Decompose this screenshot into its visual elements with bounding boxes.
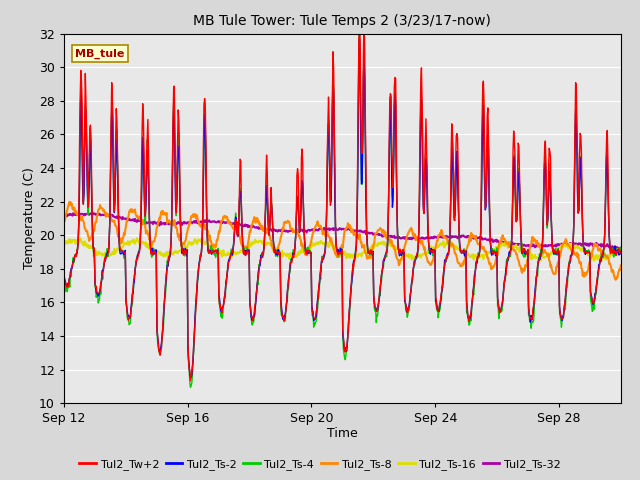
Tul2_Tw+2: [264, 169, 271, 175]
Tul2_Ts-4: [356, 29, 364, 35]
Tul2_Ts-4: [187, 384, 195, 390]
Tul2_Ts-16: [264, 240, 271, 245]
Tul2_Ts-32: [80, 213, 88, 218]
Tul2_Ts-2: [192, 302, 200, 308]
Y-axis label: Temperature (C): Temperature (C): [23, 168, 36, 269]
Tul2_Ts-2: [356, 36, 364, 42]
Tul2_Ts-32: [293, 227, 301, 232]
Text: MB_tule: MB_tule: [75, 48, 125, 59]
Tul2_Ts-32: [90, 210, 97, 216]
Tul2_Ts-16: [133, 235, 141, 241]
Line: Tul2_Ts-16: Tul2_Ts-16: [64, 238, 621, 261]
Tul2_Tw+2: [192, 306, 200, 312]
Tul2_Tw+2: [377, 278, 385, 284]
Tul2_Ts-8: [66, 199, 74, 205]
Tul2_Ts-2: [617, 251, 625, 256]
Tul2_Ts-32: [376, 232, 384, 238]
Tul2_Ts-8: [192, 214, 200, 219]
Tul2_Ts-16: [617, 248, 625, 253]
Tul2_Ts-2: [511, 180, 519, 186]
Tul2_Ts-32: [617, 245, 625, 251]
Tul2_Tw+2: [360, 14, 368, 20]
Legend: Tul2_Tw+2, Tul2_Ts-2, Tul2_Ts-4, Tul2_Ts-8, Tul2_Ts-16, Tul2_Ts-32: Tul2_Tw+2, Tul2_Ts-2, Tul2_Ts-4, Tul2_Ts…: [75, 455, 565, 474]
Tul2_Ts-8: [293, 230, 301, 236]
Tul2_Ts-4: [60, 272, 68, 278]
Tul2_Tw+2: [511, 153, 519, 159]
Tul2_Ts-32: [511, 242, 518, 248]
Tul2_Ts-8: [376, 225, 384, 231]
Tul2_Ts-4: [617, 250, 625, 255]
Tul2_Ts-4: [192, 309, 200, 314]
Tul2_Ts-16: [511, 244, 518, 250]
Line: Tul2_Tw+2: Tul2_Tw+2: [64, 17, 621, 381]
Tul2_Ts-16: [590, 258, 598, 264]
Title: MB Tule Tower: Tule Temps 2 (3/23/17-now): MB Tule Tower: Tule Temps 2 (3/23/17-now…: [193, 14, 492, 28]
Tul2_Ts-8: [60, 218, 68, 224]
Tul2_Ts-4: [377, 278, 385, 284]
Tul2_Ts-8: [617, 263, 625, 268]
Tul2_Ts-32: [60, 212, 68, 217]
Tul2_Tw+2: [187, 378, 195, 384]
Tul2_Ts-8: [511, 247, 518, 252]
Tul2_Ts-32: [614, 246, 622, 252]
Tul2_Ts-16: [376, 241, 384, 247]
Tul2_Ts-4: [264, 193, 271, 199]
Line: Tul2_Ts-4: Tul2_Ts-4: [64, 32, 621, 387]
Tul2_Ts-16: [293, 254, 301, 260]
Tul2_Ts-4: [293, 197, 301, 203]
Tul2_Ts-2: [60, 274, 68, 280]
Tul2_Ts-16: [60, 240, 68, 245]
Tul2_Ts-32: [264, 228, 271, 233]
Tul2_Ts-8: [264, 229, 271, 235]
X-axis label: Time: Time: [327, 427, 358, 440]
Tul2_Tw+2: [80, 159, 88, 165]
Tul2_Ts-2: [188, 374, 195, 380]
Tul2_Tw+2: [293, 172, 301, 178]
Tul2_Ts-16: [192, 239, 200, 244]
Tul2_Ts-2: [264, 191, 271, 197]
Tul2_Ts-2: [293, 203, 301, 209]
Tul2_Ts-8: [81, 225, 88, 231]
Tul2_Tw+2: [617, 248, 625, 254]
Line: Tul2_Ts-8: Tul2_Ts-8: [64, 202, 621, 280]
Tul2_Ts-4: [511, 183, 519, 189]
Line: Tul2_Ts-2: Tul2_Ts-2: [64, 39, 621, 377]
Tul2_Ts-32: [192, 218, 200, 224]
Tul2_Ts-4: [80, 188, 88, 194]
Tul2_Ts-8: [612, 277, 620, 283]
Tul2_Ts-16: [80, 243, 88, 249]
Line: Tul2_Ts-32: Tul2_Ts-32: [64, 213, 621, 249]
Tul2_Tw+2: [60, 270, 68, 276]
Tul2_Ts-2: [80, 190, 88, 196]
Tul2_Ts-2: [377, 281, 385, 287]
